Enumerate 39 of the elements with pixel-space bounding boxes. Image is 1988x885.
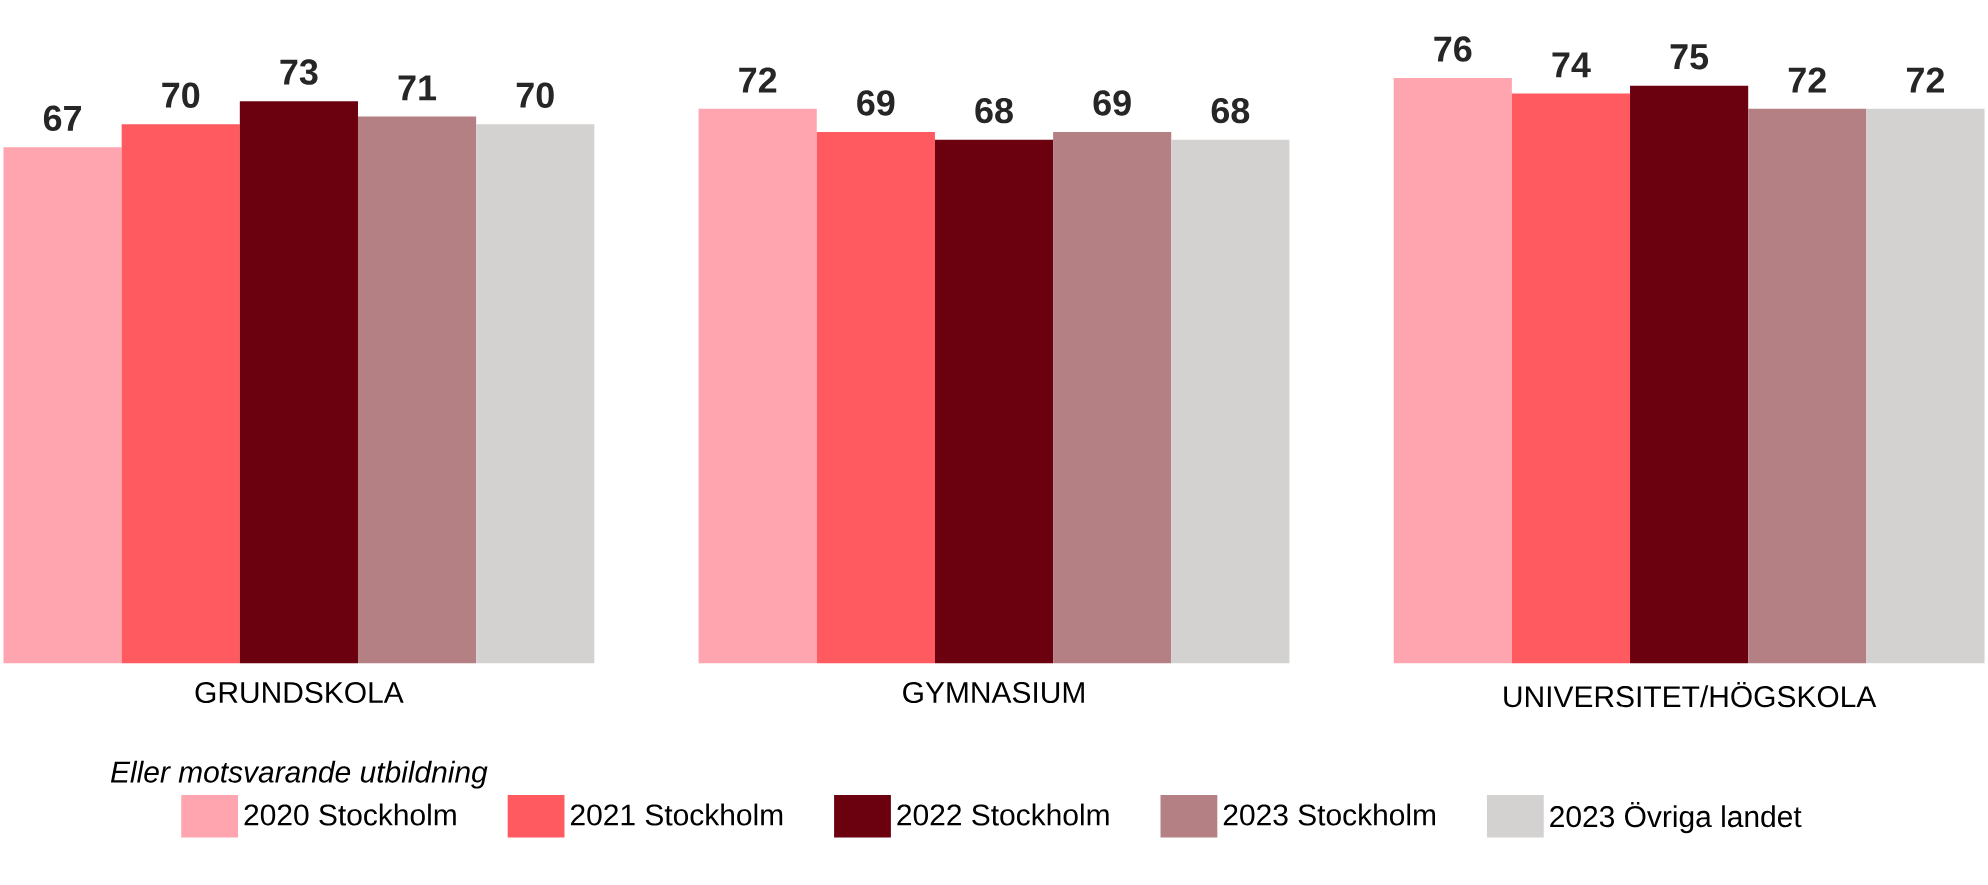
bar xyxy=(1748,109,1867,664)
bar xyxy=(357,116,477,664)
text: Eller motsvarande utbildning xyxy=(110,760,488,789)
data-label: 71 xyxy=(398,75,437,101)
x-tick-label: GRUNDSKOLA xyxy=(195,682,404,704)
x-tick-label: UNIVERSITET/HÖGSKOLA xyxy=(1504,682,1877,708)
bar xyxy=(698,109,817,664)
data-label: 72 xyxy=(739,67,777,93)
data-label: 72 xyxy=(1907,67,1944,93)
legend-label: 2023 Stockholm xyxy=(1223,803,1436,826)
data-label: 74 xyxy=(1552,52,1591,78)
legend-label: 2023 Övriga landet xyxy=(1550,802,1802,834)
data-label: 69 xyxy=(1093,90,1131,116)
data-label: 76 xyxy=(1434,36,1472,62)
legend-label: 2022 Stockholm xyxy=(897,803,1109,826)
data-label: 73 xyxy=(280,59,318,85)
data-label: 72 xyxy=(1788,67,1826,93)
data-label: 67 xyxy=(43,105,81,132)
data-label: 70 xyxy=(162,82,200,109)
bar xyxy=(121,124,240,664)
data-label: 68 xyxy=(975,98,1013,124)
bar xyxy=(1393,78,1512,664)
data-label: 75 xyxy=(1670,44,1709,70)
legend-label: 2020 Stockholm xyxy=(244,803,456,826)
bar xyxy=(934,139,1054,664)
data-label: 70 xyxy=(516,82,554,109)
bar xyxy=(1630,85,1749,664)
bar xyxy=(476,124,595,664)
bar xyxy=(1511,93,1631,664)
bar xyxy=(1053,132,1172,664)
data-label: 69 xyxy=(857,90,895,116)
bar xyxy=(3,147,122,664)
x-tick-label: GYMNASIUM xyxy=(903,682,1084,704)
legend-label: 2021 Stockholm xyxy=(570,803,783,826)
bar xyxy=(1866,109,1985,664)
bar xyxy=(239,101,358,664)
bar xyxy=(1171,139,1290,664)
bar xyxy=(816,132,935,664)
data-label: 68 xyxy=(1211,98,1250,124)
